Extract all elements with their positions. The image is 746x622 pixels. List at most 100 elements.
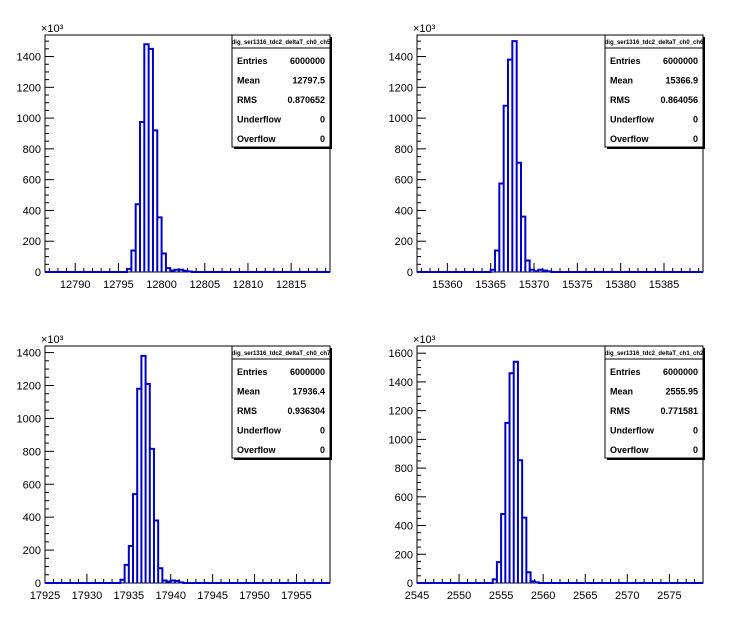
stats-row-label: Underflow <box>610 426 655 436</box>
x-tick-label: 17930 <box>72 590 103 602</box>
stats-row-label: Entries <box>610 56 641 66</box>
stats-row-value: 0 <box>693 134 698 144</box>
y-tick-label: 600 <box>23 175 41 187</box>
y-tick-label: 200 <box>23 545 41 557</box>
stats-row-label: Mean <box>237 387 260 397</box>
y-tick-label: 800 <box>395 463 413 475</box>
stats-row-value: 0.870652 <box>287 95 325 105</box>
stats-row-value: 0.864056 <box>660 95 698 105</box>
x-tick-label: 12815 <box>276 279 307 291</box>
stats-row-value: 17936.4 <box>292 387 325 397</box>
stats-row-value: 6000000 <box>663 367 698 377</box>
stats-box <box>231 345 331 459</box>
x-tick-label: 17925 <box>30 590 61 602</box>
y-tick-label: 400 <box>395 205 413 217</box>
y-exponent-label: ×10³ <box>41 334 64 346</box>
y-tick-label: 1200 <box>389 406 413 418</box>
x-tick-label: 2565 <box>573 590 597 602</box>
y-tick-label: 200 <box>395 549 413 561</box>
y-tick-label: 600 <box>395 175 413 187</box>
y-tick-label: 1200 <box>17 82 41 94</box>
stats-row-value: 0 <box>320 115 325 125</box>
stats-row-value: 0 <box>693 115 698 125</box>
x-tick-label: 15365 <box>475 279 506 291</box>
stats-row-value: 0.936304 <box>287 406 325 416</box>
x-tick-label: 12790 <box>60 279 91 291</box>
x-tick-label: 2560 <box>531 590 555 602</box>
stats-box <box>231 34 331 148</box>
x-tick-label: 2545 <box>405 590 429 602</box>
x-tick-label: 17935 <box>114 590 145 602</box>
stats-row-label: RMS <box>610 406 630 416</box>
y-tick-label: 800 <box>23 144 41 156</box>
y-tick-label: 0 <box>35 267 41 279</box>
x-tick-label: 15360 <box>432 279 463 291</box>
y-tick-label: 1400 <box>17 52 41 64</box>
y-tick-label: 0 <box>35 578 41 590</box>
stats-row-label: RMS <box>610 95 630 105</box>
y-exponent-label: ×10³ <box>41 23 64 35</box>
stats-row-label: Entries <box>237 56 268 66</box>
stats-row-value: 15366.9 <box>665 76 698 86</box>
stats-box <box>604 345 704 459</box>
stats-row-value: 6000000 <box>663 56 698 66</box>
histogram-outline <box>417 360 703 584</box>
x-tick-label: 15375 <box>562 279 593 291</box>
stats-title: dig_ser1316_tdc2_deltaT_ch0_ch7 <box>232 351 331 357</box>
histogram-outline <box>45 43 330 273</box>
x-tick-label: 2570 <box>615 590 639 602</box>
stats-box <box>604 34 704 148</box>
stats-row-value: 0 <box>320 426 325 436</box>
stats-row-value: 12797.5 <box>292 76 325 86</box>
stats-row-label: Mean <box>610 76 633 86</box>
stats-row-value: 6000000 <box>290 367 325 377</box>
y-tick-label: 1200 <box>389 82 413 94</box>
y-tick-label: 1400 <box>389 52 413 64</box>
stats-row-value: 0 <box>320 445 325 455</box>
y-tick-label: 200 <box>23 236 41 248</box>
stats-row-value: 0 <box>320 134 325 144</box>
stats-row-label: Overflow <box>237 134 277 144</box>
stats-row-label: Overflow <box>237 445 277 455</box>
histogram-outline <box>45 354 330 584</box>
y-tick-label: 800 <box>23 446 41 458</box>
x-tick-label: 12795 <box>103 279 134 291</box>
y-tick-label: 600 <box>395 492 413 504</box>
stats-row-label: Underflow <box>610 115 655 125</box>
histogram-pad: 2545 2550 2555 2560 2565 2570 2575 0 200 400 600 80… <box>389 334 705 602</box>
y-tick-label: 1400 <box>389 377 413 389</box>
stats-row-label: Entries <box>237 367 268 377</box>
stats-row-value: 0 <box>693 445 698 455</box>
stats-row-label: RMS <box>237 406 257 416</box>
y-tick-label: 0 <box>407 267 413 279</box>
y-tick-label: 800 <box>395 144 413 156</box>
y-tick-label: 400 <box>395 521 413 533</box>
stats-title: dig_ser1316_tdc2_deltaT_ch0_ch6 <box>605 40 704 46</box>
stats-row-value: 2555.95 <box>665 387 698 397</box>
y-tick-label: 1000 <box>17 113 41 125</box>
y-tick-label: 1000 <box>17 413 41 425</box>
stats-row-label: Entries <box>610 367 641 377</box>
stats-row-value: 6000000 <box>290 56 325 66</box>
y-tick-label: 400 <box>23 512 41 524</box>
y-tick-label: 1200 <box>17 381 41 393</box>
x-tick-label: 2555 <box>489 590 513 602</box>
x-tick-label: 17945 <box>197 590 228 602</box>
stats-row-label: Mean <box>610 387 633 397</box>
y-exponent-label: ×10³ <box>413 334 436 346</box>
x-tick-label: 12805 <box>189 279 220 291</box>
stats-row-label: Overflow <box>610 134 650 144</box>
x-tick-label: 15370 <box>519 279 550 291</box>
histogram-pad: 12790 12795 12800 12805 12810 12815 0 200 400 600… <box>17 23 332 291</box>
stats-row-label: Underflow <box>237 115 282 125</box>
y-tick-label: 0 <box>407 578 413 590</box>
x-tick-label: 17940 <box>155 590 186 602</box>
histogram-pad: 15360 15365 15370 15375 15380 15385 0 200 400 600… <box>389 23 705 291</box>
x-tick-label: 17950 <box>239 590 270 602</box>
y-tick-label: 600 <box>23 479 41 491</box>
x-tick-label: 15385 <box>649 279 680 291</box>
y-tick-label: 400 <box>23 205 41 217</box>
stats-row-label: Underflow <box>237 426 282 436</box>
stats-row-value: 0.771581 <box>660 406 698 416</box>
